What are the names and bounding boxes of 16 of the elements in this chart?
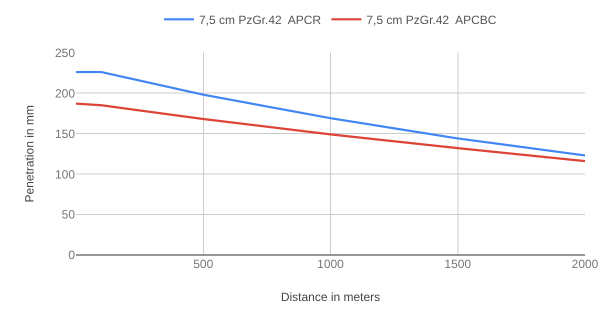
y-tick-label: 100 bbox=[54, 167, 76, 182]
y-tick-label: 0 bbox=[68, 248, 76, 262]
x-tick-label: 2000 bbox=[572, 257, 599, 271]
x-axis-title: Distance in meters bbox=[280, 290, 380, 304]
legend-label: 7,5 cm PzGr.42 APCR bbox=[199, 13, 322, 28]
x-tick-label: 500 bbox=[193, 257, 214, 271]
line-series bbox=[76, 70, 585, 157]
y-tick-label: 200 bbox=[54, 86, 76, 100]
y-tick-label: 250 bbox=[54, 46, 76, 60]
legend-label: 7,5 cm PzGr.42 APCBC bbox=[366, 13, 497, 28]
y-tick-label: 150 bbox=[54, 126, 76, 141]
line-series bbox=[76, 102, 585, 162]
x-tick-label: 1000 bbox=[317, 257, 344, 271]
y-axis-title: Penetration in mm bbox=[22, 105, 36, 203]
y-tick-label: 50 bbox=[62, 208, 76, 222]
x-tick-label: 1500 bbox=[444, 257, 472, 271]
